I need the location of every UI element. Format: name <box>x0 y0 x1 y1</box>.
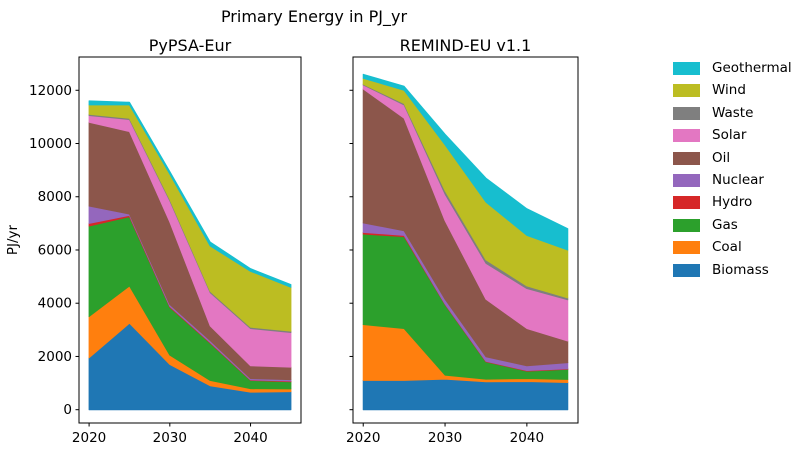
legend-item-solar: Solar <box>673 127 792 144</box>
axes-frame <box>78 56 302 424</box>
legend-swatch-biomass <box>673 263 700 277</box>
legend-item-wind: Wind <box>673 82 792 99</box>
y-tick-label: 0 <box>63 402 72 418</box>
legend-swatch-nuclear <box>673 173 700 187</box>
legend-item-oil: Oil <box>673 149 792 166</box>
legend-swatch-waste <box>673 106 700 120</box>
legend-item-coal: Coal <box>673 239 792 256</box>
y-tick-label: 6000 <box>38 242 72 258</box>
subplot-title-0: PyPSA-Eur <box>149 36 232 55</box>
area-geothermal <box>362 73 569 251</box>
legend-item-waste: Waste <box>673 104 792 121</box>
legend-label: Wind <box>712 82 746 99</box>
y-tick-label: 2000 <box>38 349 72 365</box>
y-tick-label: 4000 <box>38 296 72 312</box>
legend-item-biomass: Biomass <box>673 261 792 278</box>
subplot-title-1: REMIND-EU v1.1 <box>400 36 532 55</box>
x-tick-label: 2040 <box>233 430 267 446</box>
legend-label: Geothermal <box>712 60 792 76</box>
legend-label: Waste <box>712 104 754 121</box>
x-tick-label: 2020 <box>72 430 106 446</box>
axes-frame <box>352 56 579 424</box>
legend-label: Nuclear <box>712 171 764 188</box>
y-axis-label: PJ/yr <box>5 224 21 256</box>
y-tick-label: 8000 <box>38 189 72 205</box>
area-biomass <box>362 378 569 411</box>
legend-item-gas: Gas <box>673 216 792 233</box>
legend-swatch-coal <box>673 241 700 255</box>
y-tick-label: 12000 <box>29 83 72 99</box>
legend-item-nuclear: Nuclear <box>673 171 792 188</box>
legend-label: Gas <box>712 216 738 233</box>
legend-swatch-wind <box>673 84 700 98</box>
legend-item-hydro: Hydro <box>673 194 792 211</box>
legend: Geothermal Wind Waste Solar Oil Nuclear Hydro G… <box>673 60 792 286</box>
axes-0: 0 2000 4000 6000 8000 10000 12000 2020 2030 2040 P… <box>29 36 302 446</box>
legend-swatch-solar <box>673 129 700 143</box>
axes-1: 2020 2030 2040 REMIND-EU v1.1 <box>346 36 579 446</box>
legend-swatch-gas <box>673 218 700 232</box>
legend-label: Oil <box>712 149 731 166</box>
x-tick-label: 2030 <box>428 430 462 446</box>
x-tick-label: 2020 <box>346 430 380 446</box>
figure-title: Primary Energy in PJ_yr <box>220 7 408 26</box>
x-tick-label: 2040 <box>510 430 544 446</box>
legend-label: Biomass <box>712 261 769 278</box>
legend-label: Hydro <box>712 194 753 211</box>
legend-label: Solar <box>712 127 747 144</box>
x-tick-label: 2030 <box>153 430 187 446</box>
legend-swatch-hydro <box>673 196 700 210</box>
legend-swatch-oil <box>673 151 700 165</box>
y-tick-label: 10000 <box>29 136 72 152</box>
area-geothermal <box>88 100 292 288</box>
legend-item-geothermal: Geothermal <box>673 60 792 76</box>
legend-label: Coal <box>712 239 742 256</box>
legend-swatch-geothermal <box>673 62 700 75</box>
